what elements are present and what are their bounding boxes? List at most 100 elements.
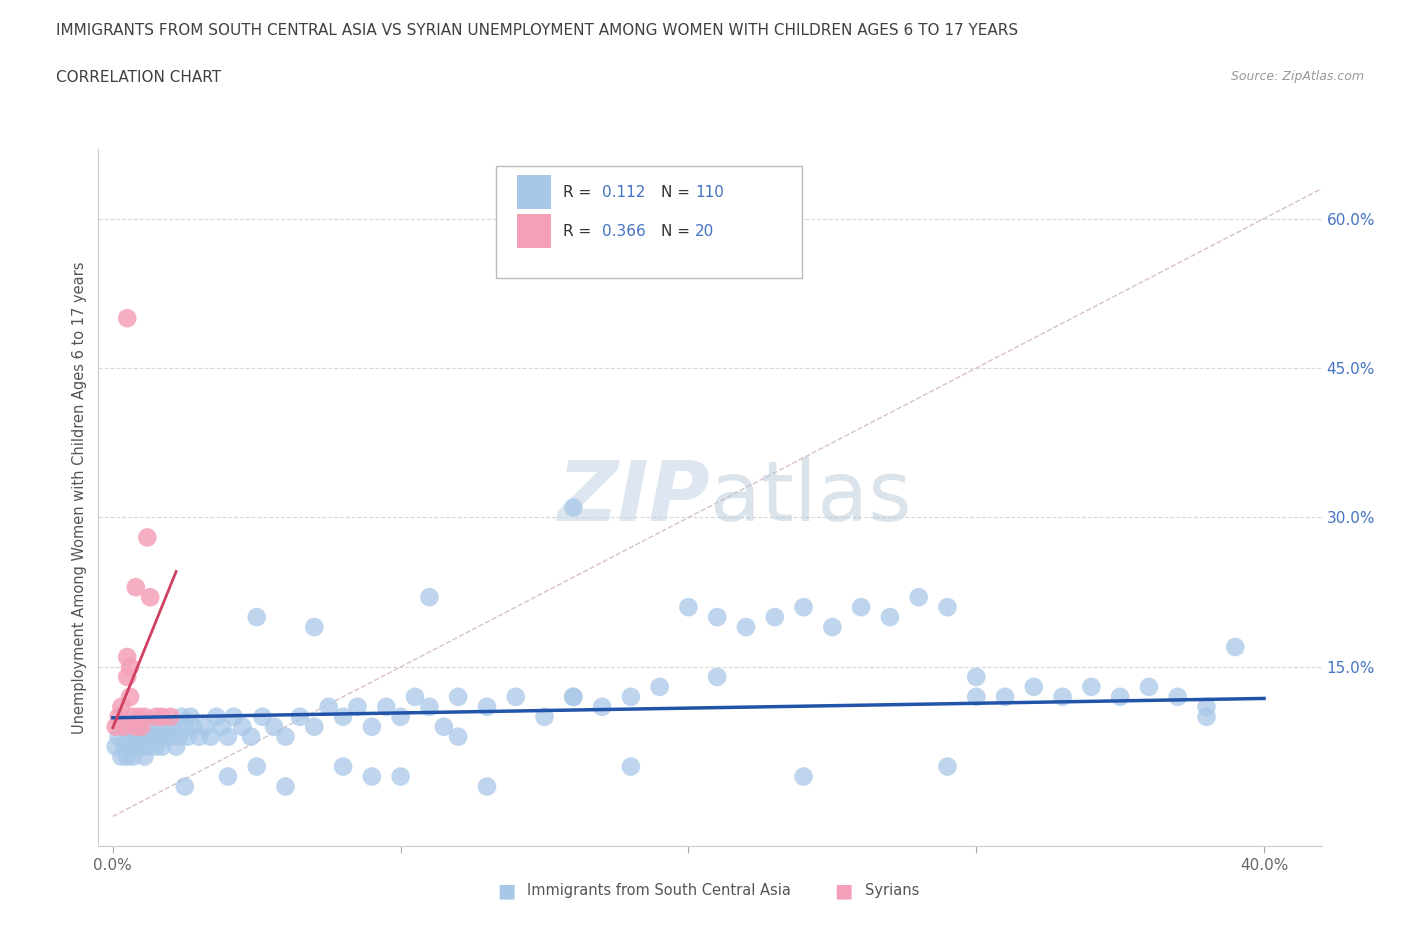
Point <box>620 689 643 704</box>
FancyBboxPatch shape <box>517 215 551 248</box>
Text: R =: R = <box>564 223 596 239</box>
Point <box>793 769 815 784</box>
Text: 0.112: 0.112 <box>602 184 645 200</box>
Text: N =: N = <box>661 184 695 200</box>
Point <box>965 689 987 704</box>
Text: IMMIGRANTS FROM SOUTH CENTRAL ASIA VS SYRIAN UNEMPLOYMENT AMONG WOMEN WITH CHILD: IMMIGRANTS FROM SOUTH CENTRAL ASIA VS SY… <box>56 23 1018 38</box>
Point <box>562 689 585 704</box>
Point <box>200 729 222 744</box>
FancyBboxPatch shape <box>496 166 801 278</box>
Point <box>418 699 440 714</box>
Point <box>120 719 142 734</box>
Point <box>648 680 671 695</box>
Point <box>246 610 269 625</box>
Point <box>332 759 354 774</box>
Point <box>447 729 470 744</box>
Text: ■: ■ <box>834 882 853 900</box>
Point <box>128 710 150 724</box>
Point <box>360 719 382 734</box>
Y-axis label: Unemployment Among Women with Children Ages 6 to 17 years: Unemployment Among Women with Children A… <box>72 261 87 734</box>
Point <box>145 739 167 754</box>
Point <box>706 670 728 684</box>
Point <box>150 739 173 754</box>
Point <box>231 719 253 734</box>
Point <box>263 719 285 734</box>
Point <box>217 729 239 744</box>
Point <box>389 769 412 784</box>
Point <box>112 719 135 734</box>
Text: atlas: atlas <box>710 457 911 538</box>
Point <box>153 729 176 744</box>
Point <box>1080 680 1102 695</box>
Text: Syrians: Syrians <box>865 884 920 898</box>
Point <box>849 600 872 615</box>
Point <box>107 729 129 744</box>
Point <box>115 750 138 764</box>
Point <box>620 759 643 774</box>
Point <box>360 769 382 784</box>
Point <box>433 719 456 734</box>
Point <box>125 719 148 734</box>
Point <box>134 729 156 744</box>
Text: Immigrants from South Central Asia: Immigrants from South Central Asia <box>527 884 792 898</box>
Point <box>252 710 274 724</box>
Point <box>134 710 156 724</box>
Point <box>173 719 195 734</box>
Point <box>110 699 132 714</box>
Point <box>288 710 311 724</box>
Point <box>139 719 162 734</box>
Text: Source: ZipAtlas.com: Source: ZipAtlas.com <box>1230 70 1364 83</box>
Point <box>1022 680 1045 695</box>
Point <box>211 719 233 734</box>
Point <box>505 689 527 704</box>
Point <box>562 689 585 704</box>
Text: 0.366: 0.366 <box>602 223 647 239</box>
Point <box>122 750 145 764</box>
Point <box>131 739 153 754</box>
Point <box>188 729 211 744</box>
Text: R =: R = <box>564 184 596 200</box>
Point <box>706 610 728 625</box>
Point <box>239 729 262 744</box>
Point <box>156 719 179 734</box>
Point <box>274 729 297 744</box>
Point <box>104 739 127 754</box>
Text: ZIP: ZIP <box>557 457 710 538</box>
Point <box>246 759 269 774</box>
Point <box>150 710 173 724</box>
Point <box>1052 689 1074 704</box>
Point <box>447 689 470 704</box>
Point <box>139 590 162 604</box>
Point <box>994 689 1017 704</box>
Point <box>142 729 165 744</box>
Point <box>136 729 159 744</box>
Point <box>304 619 326 634</box>
Point <box>120 659 142 674</box>
Point <box>110 750 132 764</box>
Point <box>134 750 156 764</box>
Point <box>763 610 786 625</box>
Point <box>475 699 498 714</box>
FancyBboxPatch shape <box>517 176 551 209</box>
Point <box>136 739 159 754</box>
Text: CORRELATION CHART: CORRELATION CHART <box>56 70 221 85</box>
Text: 110: 110 <box>696 184 724 200</box>
Point <box>346 699 368 714</box>
Text: ■: ■ <box>496 882 516 900</box>
Point <box>735 619 758 634</box>
Point <box>1167 689 1189 704</box>
Point <box>125 579 148 594</box>
Point <box>205 710 228 724</box>
Point <box>145 719 167 734</box>
Point <box>1225 640 1247 655</box>
Point <box>104 719 127 734</box>
Point <box>1137 680 1160 695</box>
Point <box>112 739 135 754</box>
Point <box>136 530 159 545</box>
Point <box>591 699 613 714</box>
Point <box>125 739 148 754</box>
Point <box>115 649 138 664</box>
Point <box>115 670 138 684</box>
Point <box>162 719 184 734</box>
Point <box>418 590 440 604</box>
